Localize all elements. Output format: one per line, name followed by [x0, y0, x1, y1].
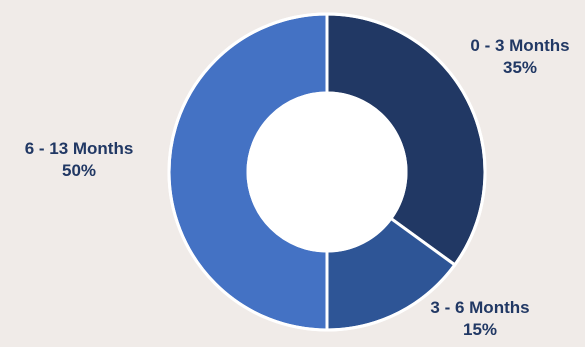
- slice-percent-label: 35%: [502, 58, 538, 77]
- donut-outer-ring: [167, 12, 487, 332]
- slice-category-label: 3 - 6 Months: [430, 298, 530, 317]
- slice-label-0-3-months: 0 - 3 Months 35%: [455, 35, 585, 79]
- slice-category-label: 0 - 3 Months: [470, 36, 570, 55]
- donut-center-hole: [246, 91, 408, 253]
- slice-label-6-13-months: 6 - 13 Months 50%: [0, 138, 158, 182]
- slice-percent-label: 15%: [462, 320, 498, 339]
- slice-percent-label: 50%: [61, 161, 97, 180]
- slice-label-3-6-months: 3 - 6 Months 15%: [410, 297, 550, 341]
- slice-category-label: 6 - 13 Months: [24, 139, 134, 158]
